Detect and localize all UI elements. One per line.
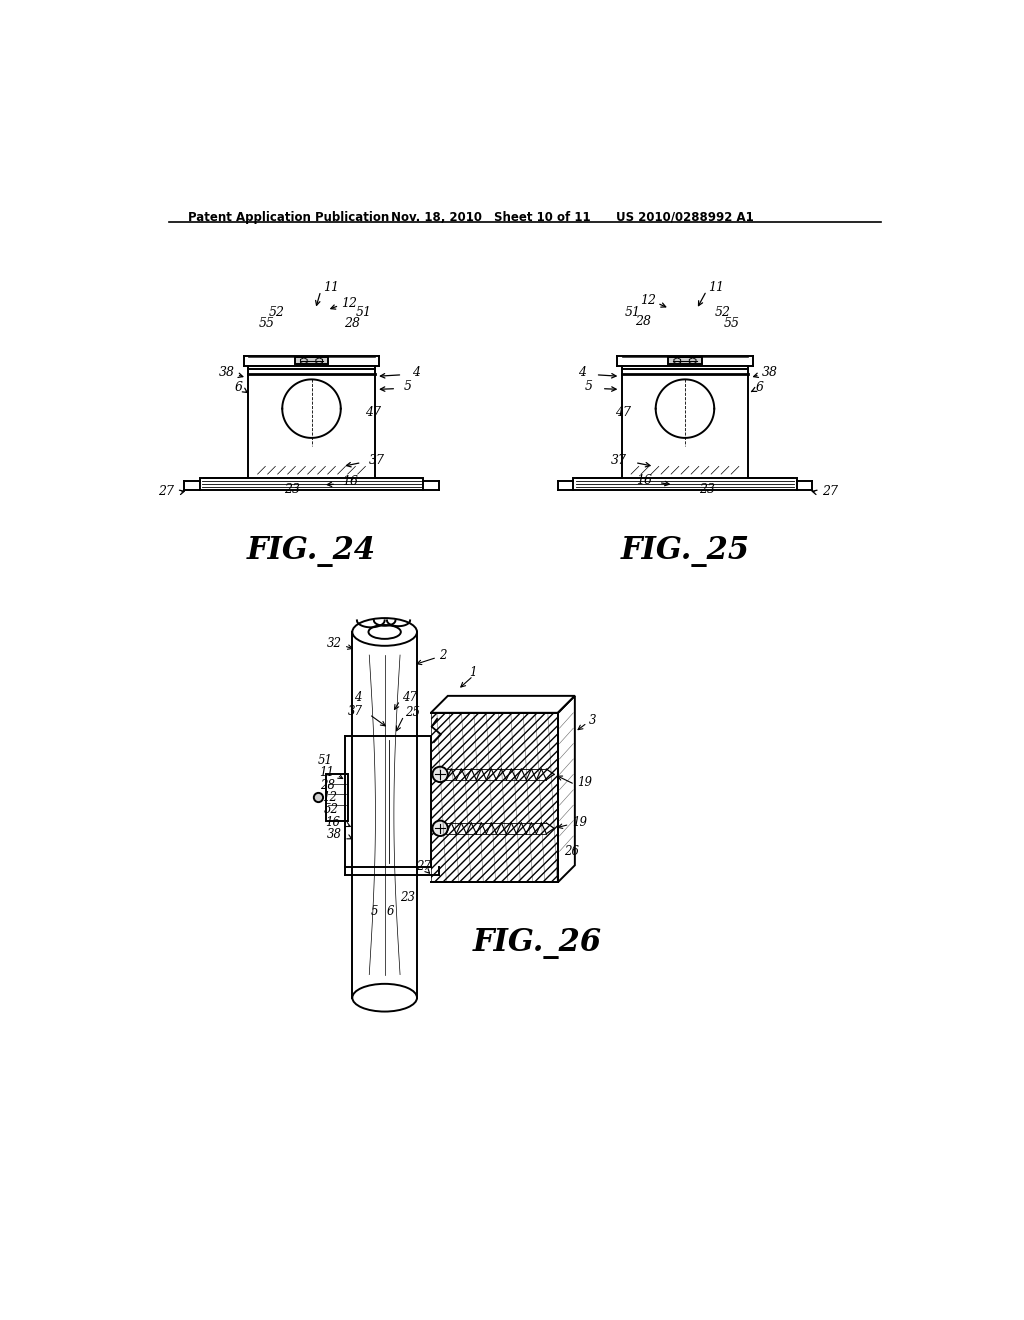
Text: 37: 37 (348, 705, 364, 718)
Text: 51: 51 (317, 754, 333, 767)
Text: 5: 5 (403, 380, 412, 393)
Text: Sheet 10 of 11: Sheet 10 of 11 (494, 211, 591, 224)
Text: FIG._25: FIG._25 (621, 536, 750, 566)
Text: 1: 1 (469, 667, 477, 680)
Text: 51: 51 (356, 306, 372, 319)
Text: 38: 38 (218, 366, 234, 379)
Circle shape (313, 793, 323, 803)
Text: 4: 4 (354, 690, 361, 704)
Text: 38: 38 (762, 366, 778, 379)
Text: 12: 12 (341, 297, 356, 310)
Polygon shape (295, 358, 329, 364)
Text: 25: 25 (406, 706, 421, 719)
Text: 2: 2 (438, 648, 446, 661)
Text: Patent Application Publication: Patent Application Publication (188, 211, 389, 224)
Text: 38: 38 (328, 828, 342, 841)
Text: 23: 23 (284, 483, 300, 496)
Text: 23: 23 (400, 891, 416, 904)
Text: 55: 55 (724, 317, 739, 330)
Text: 27: 27 (822, 484, 838, 498)
Text: 16: 16 (342, 475, 358, 488)
Text: 26: 26 (564, 845, 579, 858)
Bar (326, 775, 348, 821)
Text: Nov. 18, 2010: Nov. 18, 2010 (391, 211, 482, 224)
Text: 3: 3 (589, 714, 596, 727)
Polygon shape (668, 358, 701, 364)
Text: US 2010/0288992 A1: US 2010/0288992 A1 (615, 211, 754, 224)
Text: 52: 52 (714, 306, 730, 319)
Text: 4: 4 (579, 366, 587, 379)
Text: 4: 4 (412, 366, 420, 379)
Text: 11: 11 (318, 767, 334, 779)
Text: 19: 19 (578, 776, 592, 788)
Text: 27: 27 (159, 484, 174, 498)
Text: 47: 47 (366, 407, 381, 418)
Text: 55: 55 (258, 317, 274, 330)
Text: 27: 27 (416, 861, 431, 874)
Text: 16: 16 (637, 474, 652, 487)
Text: 16: 16 (325, 816, 340, 829)
Text: 5: 5 (585, 380, 593, 393)
Text: 52: 52 (324, 804, 339, 816)
Text: 11: 11 (323, 281, 339, 294)
Text: 37: 37 (611, 454, 628, 467)
Text: 23: 23 (698, 483, 715, 496)
Circle shape (432, 767, 447, 781)
Text: 12: 12 (322, 791, 337, 804)
Text: 28: 28 (321, 779, 336, 792)
Text: 19: 19 (571, 816, 587, 829)
Text: 6: 6 (234, 381, 243, 395)
Text: 5: 5 (371, 906, 379, 917)
Text: 6: 6 (386, 906, 393, 917)
Text: FIG._26: FIG._26 (473, 928, 602, 960)
Text: 11: 11 (708, 281, 724, 294)
Text: FIG._24: FIG._24 (247, 536, 376, 566)
Text: 47: 47 (615, 407, 631, 418)
Text: 47: 47 (402, 690, 418, 704)
Circle shape (432, 821, 447, 836)
Text: 6: 6 (756, 381, 764, 395)
Text: 12: 12 (640, 294, 655, 308)
Text: 32: 32 (328, 638, 342, 649)
Text: 28: 28 (635, 315, 651, 329)
Text: 37: 37 (370, 454, 385, 467)
Text: 51: 51 (625, 306, 640, 319)
Text: 52: 52 (268, 306, 285, 319)
Text: 28: 28 (344, 317, 359, 330)
Bar (431, 713, 558, 882)
